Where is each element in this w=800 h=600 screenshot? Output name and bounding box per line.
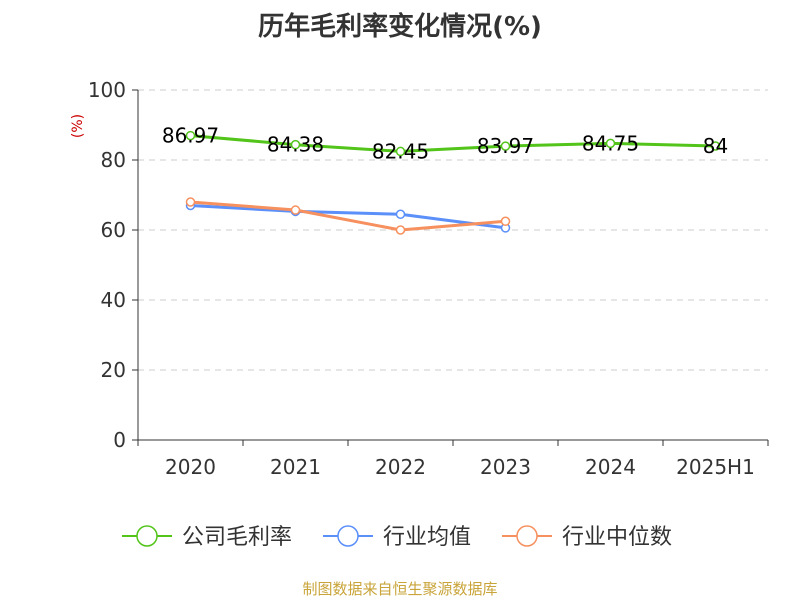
- series-line-1: [190, 204, 506, 230]
- legend-marker: [516, 525, 538, 547]
- y-tick-label: 100: [88, 78, 126, 102]
- legend-marker: [136, 525, 158, 547]
- data-point: [290, 139, 301, 150]
- series: [185, 130, 721, 235]
- source-note: 制图数据来自恒生聚源数据库: [302, 580, 498, 598]
- legend-item-0[interactable]: 公司毛利率: [122, 525, 292, 550]
- data-point: [710, 141, 721, 151]
- y-tick-label: 40: [101, 288, 126, 312]
- data-point: [185, 130, 196, 141]
- data-point: [500, 216, 511, 226]
- data-point: [500, 141, 511, 151]
- x-tick-label: 2020: [165, 455, 216, 479]
- x-tick-label: 2021: [270, 455, 321, 479]
- y-axis-unit: (%): [70, 114, 86, 138]
- legend: 公司毛利率 行业均值 行业中位数: [122, 525, 672, 550]
- data-label: 84.75: [582, 131, 639, 155]
- data-point: [290, 205, 301, 215]
- data-point: [605, 138, 616, 149]
- legend-item-1[interactable]: 行业均值: [323, 525, 471, 550]
- data-label: 84: [703, 134, 728, 158]
- legend-label: 公司毛利率: [182, 525, 292, 550]
- legend-label: 行业中位数: [562, 525, 672, 550]
- x-tick-label: 2022: [375, 455, 426, 479]
- series-line-2: [190, 200, 506, 232]
- data-label: 86.97: [162, 124, 219, 148]
- data-point: [395, 146, 406, 157]
- chart-title: 历年毛利率变化情况(%): [258, 12, 542, 42]
- data-label: 83.97: [477, 134, 534, 158]
- data-point: [185, 197, 196, 207]
- x-tick-label: 2025H1: [676, 455, 755, 479]
- legend-marker: [337, 525, 359, 547]
- data-label: 82.45: [372, 139, 429, 163]
- data-label: 84.38: [267, 133, 324, 157]
- x-tick-label: 2023: [480, 455, 531, 479]
- y-tick-label: 20: [101, 358, 126, 382]
- legend-item-2[interactable]: 行业中位数: [502, 525, 672, 550]
- y-tick-label: 60: [101, 218, 126, 242]
- axes: 0 20 40 60 80 100 2020 2021 2022 2023 2024 2025H1 (%…: [70, 78, 769, 479]
- y-tick-label: 80: [101, 148, 126, 172]
- x-tick-label: 2024: [585, 455, 636, 479]
- series-line-0: [190, 134, 716, 153]
- data-point: [395, 225, 406, 235]
- data-point: [395, 209, 406, 219]
- grid-lines: [138, 89, 768, 371]
- legend-label: 行业均值: [383, 525, 471, 550]
- y-tick-label: 0: [113, 428, 126, 452]
- data-labels: 86.97 84.38 82.45 83.97 84.75 84: [162, 124, 728, 164]
